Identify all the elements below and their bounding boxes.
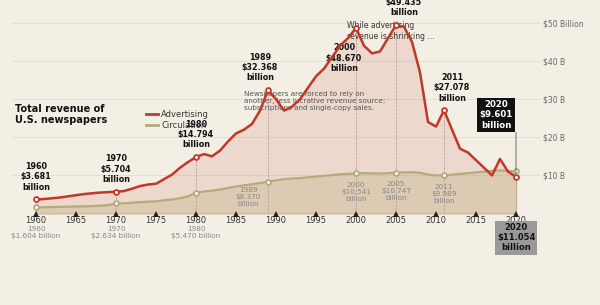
Text: 2000
$48.670
billion: 2000 $48.670 billion: [326, 43, 362, 73]
Text: 2011
$9.989
billion: 2011 $9.989 billion: [431, 184, 457, 204]
Text: 1960
$3.681
billion: 1960 $3.681 billion: [20, 162, 52, 192]
Text: 2011
$27.078
billion: 2011 $27.078 billion: [434, 73, 470, 103]
Text: Newspapers are forced to rely on
another, less lucrative revenue source:
subscri: Newspapers are forced to rely on another…: [244, 91, 386, 111]
Text: 2005
$10.747
billion: 2005 $10.747 billion: [381, 181, 411, 201]
Legend: Advertising, Circulation: Advertising, Circulation: [143, 107, 212, 133]
Text: 1980
$5.470 billion: 1980 $5.470 billion: [172, 226, 221, 239]
Text: 2005
$49.435
billion: 2005 $49.435 billion: [386, 0, 422, 17]
Text: Total revenue of
U.S. newspapers: Total revenue of U.S. newspapers: [14, 104, 107, 125]
Text: 1970
$5.704
billion: 1970 $5.704 billion: [101, 154, 131, 184]
Text: 1970
$2.634 billion: 1970 $2.634 billion: [91, 226, 140, 239]
Text: 2020
$9.601
billion: 2020 $9.601 billion: [479, 100, 512, 130]
Text: 1960
$1.604 billion: 1960 $1.604 billion: [11, 226, 61, 239]
Text: 2000
$10.541
billion: 2000 $10.541 billion: [341, 182, 371, 202]
Text: 1989
$32.368
billion: 1989 $32.368 billion: [242, 53, 278, 82]
Text: 2020
$11.054
billion: 2020 $11.054 billion: [497, 223, 535, 253]
Text: 1980
$14.794
billion: 1980 $14.794 billion: [178, 120, 214, 149]
Text: 1989
$8.370
billion: 1989 $8.370 billion: [235, 187, 260, 207]
Text: While advertising
revenue is shrinking ...: While advertising revenue is shrinking .…: [347, 21, 435, 41]
